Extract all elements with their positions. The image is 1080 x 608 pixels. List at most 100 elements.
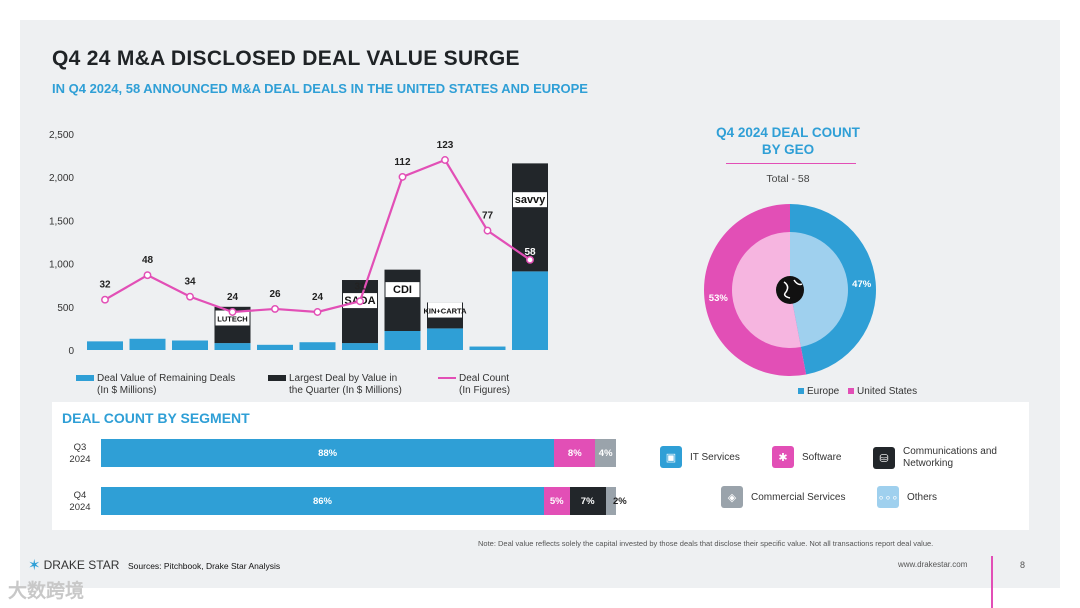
segment-bar-value: 2% (612, 495, 627, 507)
deal-count-point (271, 304, 279, 313)
deal-value-chart: 2,500 2,000 1,500 1,000 500 0 Q222 Q322 Q422 LUTE… (49, 130, 548, 360)
segment-title: DEAL COUNT BY SEGMENT (62, 410, 250, 426)
legend-others: ∘∘∘ Others (877, 486, 937, 508)
legend-software: ✱ Software (772, 446, 841, 468)
legend-commercial-label: Commercial Services (751, 491, 846, 503)
bar-logo-bg (215, 310, 250, 326)
deal-count-label: 48 (142, 255, 154, 266)
bar-logo-text: LUTECH (217, 315, 247, 324)
commercial-services-icon: ◈ (721, 486, 743, 508)
bar-remaining (214, 343, 251, 350)
deal-count-label: 123 (437, 140, 454, 151)
geo-chart-title: Q4 2024 DEAL COUNT BY GEO (708, 124, 868, 158)
deal-count-point (483, 226, 492, 235)
star-icon: ✶ (28, 557, 41, 574)
deal-count-label: 26 (269, 289, 281, 300)
network-icon: ⛁ (873, 447, 895, 469)
donut-slice-inner (732, 232, 801, 348)
legend-largest-swatch (268, 375, 286, 382)
segment-bar-value: 88% (318, 447, 338, 459)
geo-title-line1: Q4 2024 DEAL COUNT (716, 125, 860, 140)
row-label-q3-l2: 2024 (69, 454, 91, 465)
deal-count-point (356, 297, 364, 306)
legend-commercial-services: ◈ Commercial Services (721, 486, 845, 508)
legend-remaining: Deal Value of Remaining Deals (In $ Mill… (76, 373, 235, 397)
legend-count-swatch (438, 377, 456, 380)
page-title: Q4 24 M&A DISCLOSED DEAL VALUE SURGE (52, 47, 520, 70)
legend-count: Deal Count (In Figures) (438, 373, 510, 397)
software-icon: ✱ (772, 446, 794, 468)
bar-remaining (257, 344, 293, 350)
deal-count-line (104, 158, 531, 314)
segment-bar-value: 86% (312, 495, 332, 507)
segment-bar-part: 4% (595, 439, 616, 467)
bar-logo-bg (428, 302, 462, 318)
bar-largest (384, 269, 421, 331)
bar-remaining (342, 343, 378, 350)
row-label-q3: Q3 2024 (60, 442, 100, 466)
segment-bar-part: 86% (101, 487, 544, 515)
legend-others-label: Others (907, 491, 938, 503)
bar-logo-text: CDI (393, 284, 412, 296)
legend-remaining-label: Deal Value of Remaining Deals (97, 373, 236, 384)
x-tick-label: Q323 (305, 359, 330, 360)
geo-legend-us: United States (857, 386, 918, 397)
us-swatch (848, 388, 855, 395)
legend-count-label: Deal Count (459, 373, 510, 384)
page-number: 8 (1020, 560, 1026, 570)
footnote: Note: Deal value reflects solely the cap… (478, 539, 934, 548)
legend-largest: Largest Deal by Value in the Quarter (In… (268, 373, 402, 397)
deal-count-label: 31 (354, 281, 366, 292)
legend-it-services: ▣ IT Services (660, 446, 740, 468)
geo-title-rule (726, 163, 856, 164)
row-label-q4-l1: Q4 (73, 490, 87, 501)
donut-label: 47% (852, 279, 872, 290)
y-tick-label: 1,500 (49, 216, 74, 227)
europe-swatch (798, 388, 804, 395)
deal-count-point (186, 292, 194, 301)
slide: Q4 24 M&A DISCLOSED DEAL VALUE SURGE IN … (20, 20, 1060, 588)
segment-bar-value: 4% (598, 447, 613, 459)
bar-logo-text: KIN+CARTA (424, 307, 468, 316)
drake-star-logo: ✶ DRAKE STAR (28, 556, 119, 574)
legend-remaining-label-2: (In $ Millions) (97, 385, 157, 396)
deal-count-label: 24 (227, 292, 239, 303)
deal-count-point (526, 255, 534, 264)
bar-remaining (469, 346, 506, 350)
segment-bar-value: 8% (567, 447, 582, 459)
bar-largest (512, 163, 548, 272)
x-tick-label: Q422 (178, 359, 203, 360)
segment-bar-part: 5% (543, 487, 570, 515)
deal-count-point (313, 308, 322, 316)
bar-remaining (384, 330, 421, 350)
segment-bar-part: 2% (605, 487, 627, 515)
bar-remaining (427, 328, 463, 350)
x-tick-label: Q123 (220, 359, 245, 360)
y-tick-label: 1,000 (49, 260, 74, 271)
globe-icon-lines (783, 279, 803, 299)
x-tick-label: Q223 (263, 359, 288, 360)
y-tick-label: 2,500 (49, 130, 74, 141)
segment-bar-part: 88% (101, 439, 555, 467)
deal-count-label: 32 (99, 280, 111, 291)
legend-communications-label-2: Networking (903, 458, 954, 469)
segment-bar-value: 5% (549, 495, 564, 507)
bar-remaining (87, 341, 123, 350)
sources: Sources: Pitchbook, Drake Star Analysis (128, 561, 281, 571)
bar-logo-bg (385, 282, 420, 298)
deal-count-label: 34 (184, 277, 196, 288)
logo-text: DRAKE STAR (43, 558, 120, 572)
segment-bar-q4: 86% 5% 7% 2% (101, 487, 627, 515)
segment-bar-q3: 88% 8% 4% (101, 439, 616, 467)
legend-communications-label: Communications and (903, 446, 997, 457)
watermark: 大数跨境 (8, 581, 85, 602)
row-label-q3-l1: Q3 (73, 442, 87, 453)
y-tick-label: 2,000 (49, 173, 74, 184)
x-tick-label: Q124 (390, 359, 415, 360)
x-tick-label: Q224 (433, 359, 458, 360)
row-label-q4-l2: 2024 (69, 502, 91, 513)
geo-title-line2: BY GEO (761, 142, 815, 157)
legend-largest-label: Largest Deal by Value in (289, 373, 398, 384)
bar-remaining (512, 271, 548, 350)
